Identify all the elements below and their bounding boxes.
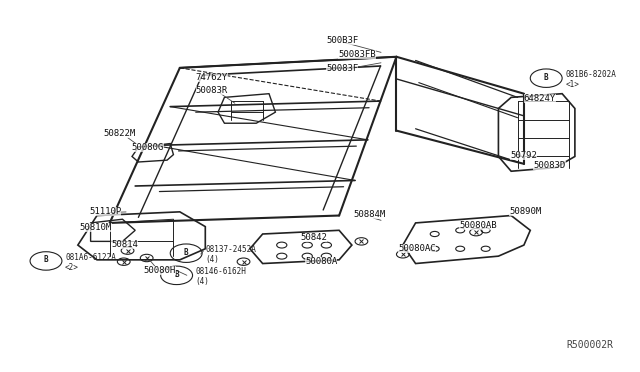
Text: 50822M: 50822M — [103, 129, 136, 138]
Text: <1>: <1> — [565, 80, 579, 89]
Text: B: B — [544, 73, 548, 81]
Text: 50080A: 50080A — [305, 257, 337, 266]
Text: 50083R: 50083R — [196, 86, 228, 95]
Text: 50890M: 50890M — [509, 206, 541, 216]
Text: 50080AC: 50080AC — [398, 244, 436, 253]
Text: 50810M: 50810M — [79, 223, 112, 232]
Text: (4): (4) — [196, 278, 210, 286]
Text: <2>: <2> — [65, 263, 79, 272]
Text: 08137-2452A: 08137-2452A — [205, 245, 256, 254]
Text: 081B6-8202A: 081B6-8202A — [565, 70, 616, 79]
Text: R500002R: R500002R — [566, 340, 613, 350]
Text: 50792: 50792 — [511, 151, 538, 160]
Text: 50080AB: 50080AB — [460, 221, 497, 230]
Text: B: B — [174, 270, 179, 279]
Text: 50083D: 50083D — [533, 161, 566, 170]
Text: 500B3F: 500B3F — [326, 36, 358, 45]
Text: 50080H: 50080H — [143, 266, 175, 275]
Text: 50083F: 50083F — [326, 64, 358, 73]
Text: 51110P: 51110P — [89, 206, 122, 216]
Text: B: B — [184, 248, 189, 257]
Text: 50083FB: 50083FB — [338, 50, 376, 59]
Text: 74762Y: 74762Y — [196, 73, 228, 82]
Text: (4): (4) — [205, 255, 219, 264]
Text: 50884M: 50884M — [353, 210, 386, 219]
Text: 50842: 50842 — [300, 233, 327, 242]
Text: 08146-6162H: 08146-6162H — [196, 267, 246, 276]
Text: B: B — [44, 255, 48, 264]
Text: 50814: 50814 — [111, 240, 138, 249]
Text: 50080G: 50080G — [132, 144, 164, 153]
Text: 081A6-6122A: 081A6-6122A — [65, 253, 116, 262]
Text: 64824Y: 64824Y — [524, 94, 556, 103]
